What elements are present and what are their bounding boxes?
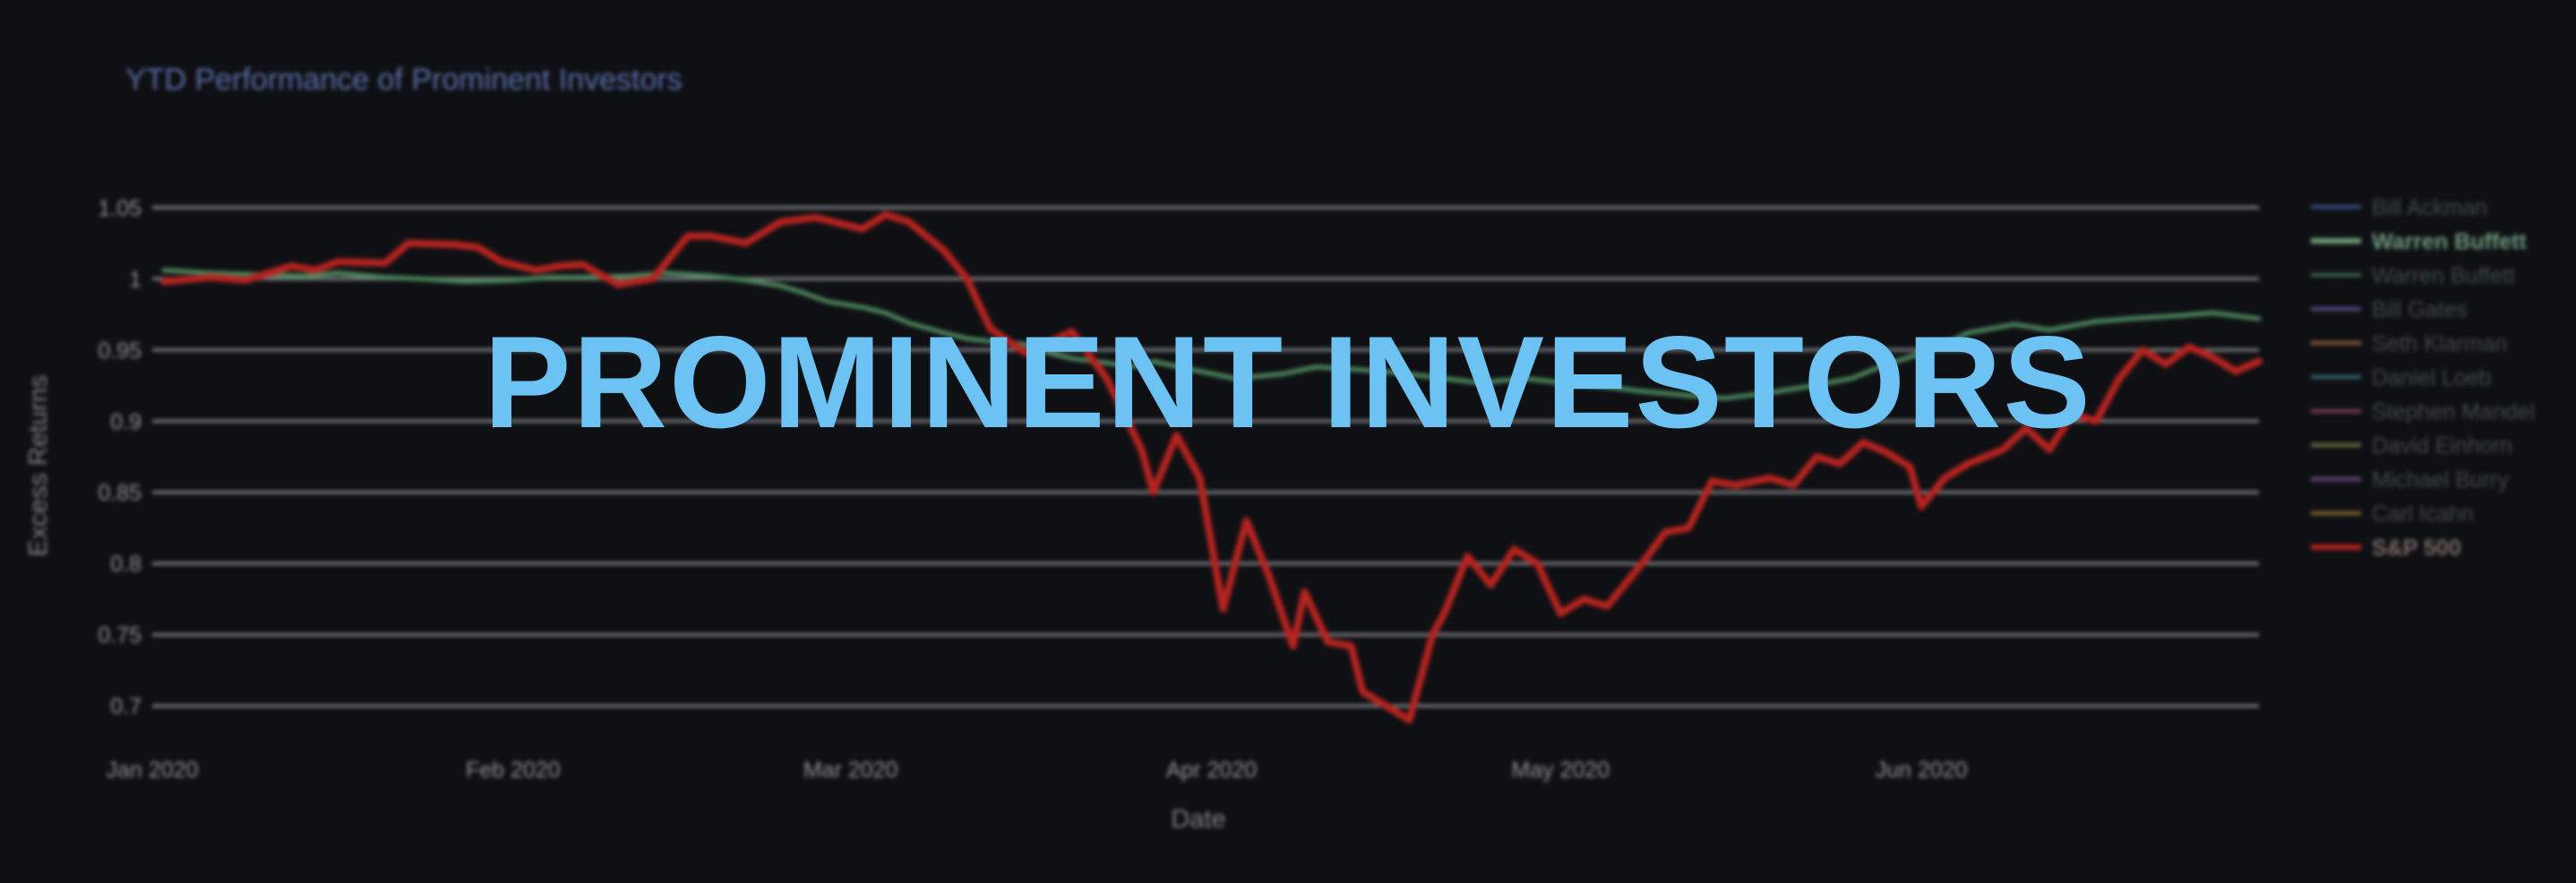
legend-entry-label: Seth Klarman xyxy=(2372,331,2507,356)
chart-title: YTD Performance of Prominent Investors xyxy=(125,63,683,97)
legend-entry-label: Bill Gates xyxy=(2372,297,2468,322)
x-tick-label: Jan 2020 xyxy=(107,758,199,783)
series-line-sp500 xyxy=(160,210,2263,724)
y-tick-label: 0.7 xyxy=(110,694,142,719)
legend-entry-label: Daniel Loeb xyxy=(2372,365,2491,390)
legend-entry-label: Bill Ackman xyxy=(2372,195,2487,220)
banner-title: PROMINENT INVESTORS xyxy=(484,309,2092,455)
y-tick-label: 0.95 xyxy=(98,339,142,364)
x-tick-label: May 2020 xyxy=(1511,758,1610,783)
series-lines xyxy=(160,210,2263,724)
legend-entry-label: David Einhorn xyxy=(2372,433,2512,459)
legend-entry-label: Stephen Mandel xyxy=(2372,399,2535,424)
legend-entry-label: Michael Burry xyxy=(2372,467,2509,493)
y-tick-label: 0.8 xyxy=(110,552,142,577)
legend-entry-label: S&P 500 xyxy=(2372,536,2461,561)
legend-entry-label: Carl Icahn xyxy=(2372,502,2474,527)
series-line-warren-buffett xyxy=(161,268,2262,401)
x-tick-label: Mar 2020 xyxy=(803,758,898,783)
legend-entry-label: Warren Buffett xyxy=(2372,229,2527,254)
y-tick-label: 0.9 xyxy=(110,409,142,434)
y-tick-label: 0.85 xyxy=(98,481,142,506)
y-tick-label: 1.05 xyxy=(98,196,142,221)
x-tick-label: Jun 2020 xyxy=(1876,758,1968,783)
x-tick-label: Feb 2020 xyxy=(466,758,561,783)
x-axis-ticks: Jan 2020 Feb 2020 Mar 2020 Apr 2020 May 2020… xyxy=(107,758,1968,783)
legend: Bill Ackman Warren Buffett Warren Buffett B… xyxy=(2311,195,2535,561)
gridlines xyxy=(152,206,2259,707)
y-tick-label: 1 xyxy=(129,267,142,292)
y-axis-ticks: 0.7 0.75 0.8 0.85 0.9 0.95 1 1.05 xyxy=(98,196,142,719)
y-tick-label: 0.75 xyxy=(98,623,142,648)
x-axis-title: Date xyxy=(1171,805,1225,834)
y-axis-title: Excess Returns xyxy=(24,374,53,556)
x-tick-label: Apr 2020 xyxy=(1166,758,1257,783)
legend-entry-label: Warren Buffett xyxy=(2372,263,2515,288)
